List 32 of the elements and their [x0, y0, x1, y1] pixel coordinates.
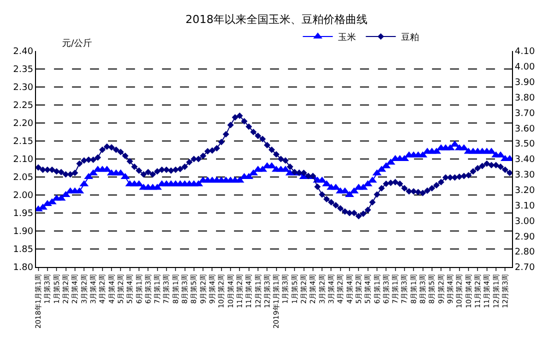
- y2-tick-label: 3.40: [514, 155, 536, 166]
- y2-tick-label: 3.50: [514, 140, 536, 150]
- y-tick-label: 2.10: [13, 155, 34, 166]
- y2-tick-label: 3.20: [514, 186, 536, 196]
- legend-label: 豆粕: [400, 32, 419, 44]
- y-axis-title: 元/公斤: [62, 38, 92, 49]
- y-tick-label: 1.80: [13, 263, 34, 274]
- y2-tick-label: 4.10: [514, 47, 536, 58]
- y-tick-label: 2.35: [13, 65, 34, 76]
- y2-tick-label: 3.70: [514, 108, 536, 119]
- y-tick-label: 2.05: [13, 173, 34, 184]
- y2-tick-label: 2.80: [514, 248, 536, 258]
- y-tick-label: 1.90: [13, 227, 34, 238]
- y2-tick-label: 3.60: [514, 124, 536, 134]
- chart-title: 2018年以来全国玉米、豆粕价格曲线: [186, 13, 368, 26]
- y-tick-label: 2.30: [13, 83, 34, 94]
- y-tick-label: 1.85: [13, 245, 34, 256]
- y2-tick-label: 3.30: [514, 170, 536, 181]
- y2-tick-label: 3.00: [514, 216, 536, 227]
- y-tick-label: 1.95: [13, 209, 34, 220]
- y-tick-label: 2.00: [13, 191, 34, 202]
- y2-tick-label: 4.00: [514, 62, 536, 73]
- y-tick-label: 2.40: [13, 47, 34, 58]
- y2-tick-label: 3.10: [514, 201, 536, 212]
- y2-tick-label: 3.90: [514, 78, 536, 88]
- legend-label: 玉米: [338, 32, 356, 44]
- y-tick-label: 2.15: [13, 137, 34, 148]
- y2-tick-label: 2.90: [514, 232, 536, 242]
- y-tick-label: 2.25: [13, 101, 34, 112]
- y2-tick-label: 3.80: [514, 93, 536, 104]
- y2-tick-label: 2.70: [514, 263, 536, 274]
- y-tick-label: 2.20: [13, 119, 34, 130]
